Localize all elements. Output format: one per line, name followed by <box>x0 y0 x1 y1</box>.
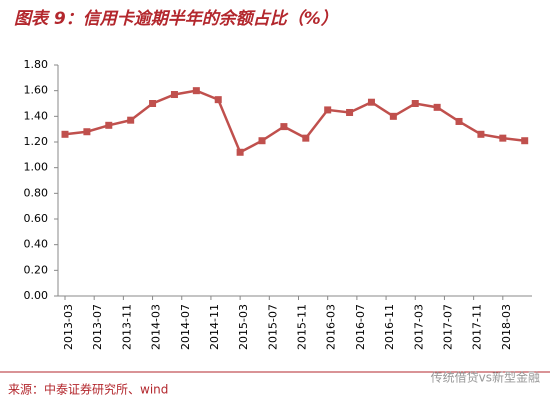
marker <box>192 87 200 95</box>
marker <box>83 128 91 136</box>
x-tick-label: 2013-07 <box>91 304 104 350</box>
y-tick-label: 1.00 <box>24 161 49 174</box>
y-tick-label: 0.60 <box>24 212 49 225</box>
marker <box>477 130 485 138</box>
marker <box>149 100 157 107</box>
x-tick-label: 2013-11 <box>120 304 133 350</box>
marker <box>127 116 135 124</box>
marker <box>324 106 332 114</box>
y-tick-label: 1.40 <box>24 109 49 122</box>
source: 来源：中泰证券研究所、wind <box>8 382 168 397</box>
marker <box>258 137 266 145</box>
x-tick-label: 2016-03 <box>325 304 338 350</box>
y-tick-label: 1.20 <box>24 135 49 148</box>
marker <box>302 134 310 142</box>
x-tick-label: 2016-07 <box>354 304 367 350</box>
marker <box>236 148 244 156</box>
y-tick-label: 0.20 <box>24 263 49 276</box>
marker <box>433 103 441 111</box>
x-tick-label: 2017-11 <box>471 304 484 350</box>
marker <box>499 134 507 142</box>
y-tick-label: 0.80 <box>24 186 49 199</box>
marker <box>170 91 178 99</box>
marker <box>346 108 354 116</box>
y-tick-label: 0.40 <box>24 238 49 251</box>
x-tick-label: 2014-07 <box>179 304 192 350</box>
chart-title: 图表 9：信用卡逾期半年的余额占比（%） <box>14 9 338 29</box>
x-tick-label: 2016-11 <box>383 304 396 350</box>
x-tick-label: 2018-03 <box>500 304 513 350</box>
x-tick-label: 2014-03 <box>150 304 163 350</box>
marker <box>61 130 69 138</box>
x-tick-label: 2015-11 <box>296 304 309 350</box>
x-tick-label: 2014-11 <box>208 304 221 350</box>
x-tick-label: 2017-03 <box>412 304 425 350</box>
x-tick-label: 2015-07 <box>266 304 279 350</box>
marker <box>411 100 419 107</box>
y-tick-label: 1.80 <box>24 58 49 71</box>
line <box>64 89 525 155</box>
y-tick-label: 1.60 <box>24 84 49 97</box>
x-tick-label: 2015-03 <box>237 304 250 350</box>
x-tick-label: 2013-03 <box>62 304 75 350</box>
marker <box>280 123 288 131</box>
marker <box>521 137 529 145</box>
marker <box>455 117 463 125</box>
marker <box>389 112 397 120</box>
marker <box>367 98 375 106</box>
y-tick-label: 0.00 <box>24 289 49 302</box>
marker <box>214 96 222 104</box>
marker <box>105 121 113 129</box>
watermark: 传统借贷vs新型金融 <box>431 370 540 385</box>
x-tick-label: 2017-07 <box>441 304 454 350</box>
